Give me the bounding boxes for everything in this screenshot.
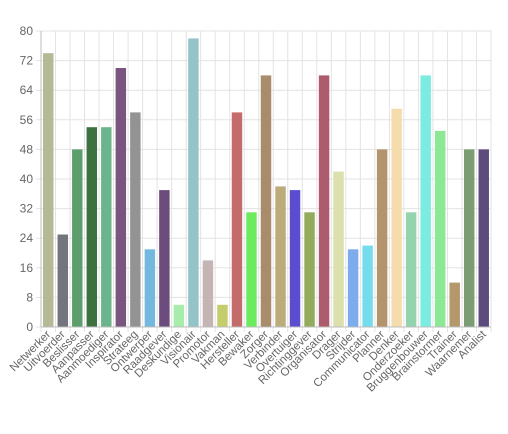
axes xyxy=(40,31,491,328)
y-tick-labels: 0 8 16 24 32 40 48 56 64 72 80 xyxy=(20,24,34,334)
bar xyxy=(101,127,112,327)
y-tick-label: 64 xyxy=(20,83,34,97)
bar xyxy=(289,190,301,327)
bar xyxy=(478,149,489,327)
bar xyxy=(202,260,214,327)
y-tick-label: 32 xyxy=(20,202,34,216)
bar xyxy=(72,149,83,327)
bar xyxy=(144,249,156,327)
bar xyxy=(217,304,228,327)
bar xyxy=(57,234,68,327)
x-tick-labels: NetwerkerUitvoerderBeslisserAanpasserAan… xyxy=(8,328,490,394)
bar xyxy=(333,171,344,327)
y-tick-label: 24 xyxy=(20,231,34,245)
bar xyxy=(173,304,185,327)
bar xyxy=(420,75,431,328)
y-tick-label: 0 xyxy=(26,320,33,334)
bar xyxy=(434,130,446,327)
y-tick-label: 16 xyxy=(20,261,34,275)
bar xyxy=(188,38,199,328)
y-tick-label: 48 xyxy=(20,142,34,156)
bar xyxy=(405,212,417,327)
y-tick-label: 40 xyxy=(20,172,34,186)
y-tick-label: 56 xyxy=(20,113,34,127)
bars xyxy=(43,38,489,328)
y-tick-label: 72 xyxy=(20,54,34,68)
bar xyxy=(275,186,286,327)
bar xyxy=(362,245,373,327)
bar xyxy=(43,53,54,327)
bar xyxy=(246,212,257,327)
bar xyxy=(464,149,475,327)
bar xyxy=(391,108,402,327)
y-tick-label: 8 xyxy=(26,290,33,304)
bar xyxy=(86,127,98,327)
bar xyxy=(376,149,388,327)
bar xyxy=(260,75,272,328)
bar xyxy=(115,68,127,327)
bar xyxy=(130,112,141,328)
bar xyxy=(318,75,330,328)
bar xyxy=(231,112,243,328)
bar xyxy=(449,282,460,327)
bar xyxy=(159,190,170,327)
y-tick-label: 80 xyxy=(20,24,34,38)
bar xyxy=(347,249,359,327)
bar xyxy=(304,212,315,327)
